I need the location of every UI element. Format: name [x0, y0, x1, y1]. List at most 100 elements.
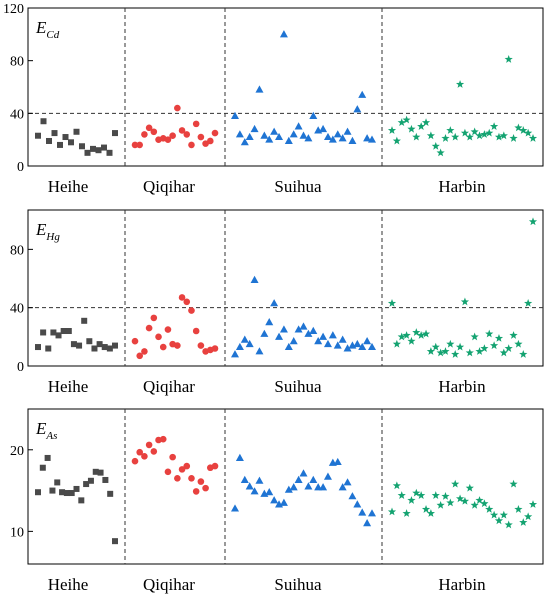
point-p0-s3-8 — [426, 131, 435, 140]
point-p1-s3-28 — [524, 299, 533, 307]
point-p0-s3-11 — [441, 134, 450, 142]
point-p1-s3-10 — [436, 348, 445, 357]
point-p2-s0-6 — [63, 490, 70, 497]
y-tick-label-1: 40 — [10, 107, 24, 122]
point-p2-s0-12 — [92, 468, 99, 475]
point-p1-s1-0 — [131, 337, 139, 345]
point-p1-s0-2 — [45, 345, 52, 352]
region-label-suihua: Suihua — [274, 377, 322, 396]
point-p0-s3-7 — [421, 118, 431, 127]
region-label-heihe: Heihe — [48, 575, 89, 594]
point-p1-s3-14 — [455, 342, 465, 351]
series-heihe — [35, 317, 118, 352]
point-p1-s2-7 — [265, 318, 274, 326]
point-p1-s2-4 — [250, 275, 259, 283]
series-qiqihar — [131, 435, 219, 495]
point-p2-s3-18 — [475, 496, 484, 504]
point-p2-s3-15 — [460, 496, 470, 505]
region-label-heihe: Heihe — [48, 377, 89, 396]
point-p0-s0-4 — [57, 141, 63, 148]
point-p2-s1-1 — [136, 448, 144, 456]
point-p2-s3-25 — [509, 479, 518, 488]
point-p0-s3-29 — [528, 134, 538, 142]
point-p2-s3-11 — [441, 491, 450, 500]
point-p1-s2-23 — [343, 344, 352, 352]
point-p1-s2-13 — [294, 325, 303, 333]
point-p1-s0-8 — [76, 342, 83, 349]
point-p1-s3-27 — [519, 350, 528, 358]
point-p2-s1-12 — [188, 475, 195, 482]
point-p0-s3-27 — [519, 126, 528, 134]
point-p2-s0-16 — [112, 538, 118, 545]
point-p2-s2-21 — [333, 457, 342, 466]
point-p2-s1-3 — [145, 441, 153, 449]
point-p1-s3-7 — [421, 329, 431, 338]
point-p0-s2-28 — [368, 135, 376, 143]
point-p2-s1-2 — [141, 453, 148, 460]
point-p1-s1-17 — [211, 345, 219, 352]
point-p1-s3-18 — [475, 347, 484, 355]
point-p0-s0-9 — [84, 149, 91, 156]
point-p2-s0-7 — [68, 490, 75, 497]
point-p0-s1-9 — [174, 104, 181, 112]
point-p2-s2-7 — [265, 488, 274, 496]
point-p1-s3-11 — [441, 347, 450, 355]
point-p1-s3-15 — [460, 297, 470, 306]
y-tick-label-0: 0 — [17, 360, 24, 375]
point-p2-s2-28 — [368, 509, 376, 517]
point-p0-s2-10 — [279, 30, 288, 38]
point-p2-s3-17 — [470, 500, 479, 509]
point-p1-s3-23 — [499, 348, 508, 357]
point-p2-s3-10 — [436, 500, 445, 509]
point-p0-s3-3 — [402, 115, 411, 124]
point-p1-s2-8 — [270, 299, 279, 307]
point-p2-s0-14 — [102, 476, 109, 483]
point-p0-s1-8 — [169, 132, 176, 140]
point-p1-s0-14 — [106, 345, 113, 352]
plot-frame — [27, 7, 544, 167]
point-p2-s2-26 — [358, 508, 367, 516]
point-p2-s2-13 — [294, 475, 303, 483]
point-p2-s3-0 — [387, 507, 397, 516]
region-label-qiqihar: Qiqihar — [143, 377, 195, 396]
region-label-harbin: Harbin — [438, 177, 486, 196]
panel-as: 10 20 EAs Heihe Qiqihar Suihua Harbin — [10, 408, 544, 594]
point-p2-s3-22 — [494, 516, 504, 525]
series-harbin — [387, 55, 538, 157]
point-p1-s3-9 — [431, 342, 440, 351]
point-p1-s2-19 — [323, 339, 332, 348]
point-p1-s3-12 — [446, 339, 455, 348]
point-p2-s1-7 — [164, 468, 172, 476]
point-p0-s2-23 — [343, 127, 352, 135]
point-p1-s2-6 — [260, 329, 269, 337]
point-p1-s2-20 — [328, 331, 337, 339]
point-p0-s1-12 — [188, 141, 195, 149]
point-p2-s1-15 — [202, 484, 209, 492]
point-p0-s0-8 — [79, 143, 85, 150]
point-p1-s3-25 — [509, 331, 518, 339]
point-p1-s2-0 — [231, 350, 239, 358]
point-p1-s3-8 — [426, 347, 435, 355]
series-qiqihar — [131, 104, 219, 149]
point-p2-s2-23 — [343, 478, 352, 486]
point-p0-s3-23 — [499, 131, 508, 140]
point-p2-s1-14 — [197, 478, 205, 485]
point-p2-s2-15 — [304, 482, 313, 490]
point-p2-s3-27 — [519, 518, 528, 526]
point-p2-s1-8 — [169, 453, 176, 461]
point-p1-s3-19 — [480, 344, 489, 352]
panel-label: ECd — [35, 18, 60, 41]
region-label-harbin: Harbin — [438, 377, 486, 396]
point-p1-s3-22 — [494, 334, 504, 342]
point-p0-s2-1 — [235, 130, 244, 138]
point-p0-s0-10 — [90, 145, 96, 152]
point-p0-s1-3 — [145, 124, 153, 132]
series-qiqihar — [131, 294, 219, 360]
point-p2-s2-25 — [353, 500, 362, 508]
point-p2-s2-3 — [245, 482, 254, 490]
point-p0-s2-2 — [240, 138, 249, 146]
point-p0-s3-18 — [475, 131, 484, 140]
point-p2-s3-19 — [480, 499, 489, 508]
point-p1-s0-3 — [50, 329, 57, 336]
